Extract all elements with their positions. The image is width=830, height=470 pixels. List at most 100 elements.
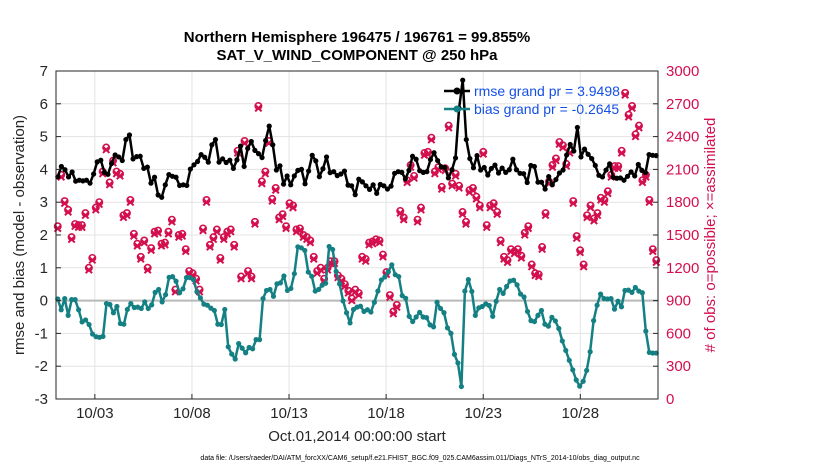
rmse-point: [148, 180, 154, 186]
rmse-point: [366, 186, 373, 193]
obs-assimilated-point: [603, 189, 612, 198]
obs-assimilated-point: [379, 252, 387, 261]
rmse-point: [571, 148, 577, 154]
rmse-point: [642, 170, 649, 176]
obs-assimilated-point: [517, 254, 526, 262]
bias-point: [639, 290, 645, 296]
bias-point: [521, 294, 527, 300]
rmse-point: [435, 157, 441, 164]
obs-assimilated-point: [624, 113, 633, 121]
bias-point: [385, 269, 391, 275]
rmse-point: [184, 182, 190, 189]
rmse-point: [266, 123, 272, 129]
rmse-point: [116, 154, 122, 160]
y-tick-label: -2: [35, 358, 48, 375]
obs-assimilated-point: [268, 197, 277, 206]
rmse-point: [248, 138, 254, 145]
bias-point: [406, 313, 412, 319]
rmse-point: [237, 143, 244, 149]
rmse-point: [144, 164, 150, 170]
obs-assimilated-point: [410, 174, 418, 183]
bias-point: [486, 302, 492, 309]
obs-assimilated-point: [558, 143, 567, 152]
obs-assimilated-point: [468, 186, 477, 195]
obs-assimilated-point: [81, 211, 90, 220]
rmse-point: [83, 177, 90, 183]
obs-assimilated-point: [534, 272, 543, 281]
rmse-point: [467, 155, 473, 162]
obs-assimilated-point: [361, 257, 370, 266]
obs-assimilated-point: [251, 220, 259, 228]
obs-assimilated-point: [354, 291, 363, 300]
bias-point: [270, 293, 277, 299]
rmse-point: [291, 173, 297, 179]
bias-point: [142, 299, 148, 305]
obs-assimilated-point: [247, 274, 256, 283]
bias-point: [239, 345, 245, 351]
rmse-point: [374, 190, 380, 196]
bias-point: [580, 378, 586, 384]
obs-assimilated-point: [496, 238, 505, 247]
bias-point: [559, 338, 565, 344]
obs-assimilated-point: [455, 184, 463, 192]
right-y-axis: 0 300 600 900 1200 1500 1800 2100 2400 2700 3000: [653, 63, 699, 408]
bias-point: [597, 291, 604, 297]
obs-assimilated-point: [316, 266, 325, 274]
rmse-point: [388, 183, 394, 189]
rmse-point: [245, 145, 251, 152]
bias-point: [570, 367, 576, 373]
obs-assimilated-point: [133, 242, 142, 250]
rmse-point: [230, 165, 236, 172]
obs-assimilated-point: [583, 213, 591, 222]
rmse-point: [306, 168, 312, 174]
rmse-point: [513, 167, 520, 173]
obs-assimilated-point: [437, 185, 446, 193]
bias-point: [441, 310, 447, 316]
y-axis-right-label: # of obs: o=possible; ×=assimilated: [702, 118, 719, 353]
rmse-point: [449, 167, 455, 173]
obs-assimilated-point: [95, 200, 104, 209]
rmse-point: [585, 151, 591, 157]
bias-point: [587, 349, 593, 355]
rmse-point: [499, 165, 505, 171]
bias-point: [82, 317, 89, 323]
rmse-point: [191, 162, 197, 168]
obs-assimilated-point: [552, 156, 560, 165]
bias-point: [218, 321, 224, 328]
obs-assimilated-point: [102, 145, 111, 154]
obs-assimilated-point: [503, 258, 512, 267]
obs-assimilated-point: [116, 172, 124, 180]
bias-point: [629, 289, 635, 295]
rmse-point: [370, 182, 376, 188]
obs-assimilated-point: [396, 209, 405, 218]
obs-assimilated-point: [579, 262, 588, 271]
chart-subtitle: SAT_V_WIND_COMPONENT @ 250 hPa: [216, 47, 498, 64]
y-tick-label: 5: [40, 129, 48, 146]
bias-point: [267, 286, 273, 293]
rmse-point: [478, 167, 484, 173]
bias-point: [566, 357, 572, 363]
rmse-point: [126, 132, 133, 138]
bias-point: [584, 367, 590, 374]
rmse-point: [194, 158, 201, 165]
obs-assimilated-point: [237, 274, 246, 283]
bias-point: [291, 271, 297, 277]
legend-bias-label: bias grand pr = -0.2645: [474, 101, 619, 117]
rmse-point: [263, 137, 269, 144]
obs-assimilated-point: [105, 180, 114, 189]
obs-assimilated-point: [154, 228, 162, 237]
x-tick-label: 10/23: [464, 405, 502, 422]
y2-tick-label: 3000: [666, 63, 699, 80]
obs-assimilated-point: [219, 235, 228, 244]
obs-assimilated-point: [489, 201, 498, 210]
rmse-point: [65, 174, 72, 180]
obs-assimilated-point: [164, 229, 173, 238]
bias-point: [378, 277, 384, 283]
obs-assimilated-point: [212, 227, 221, 236]
bias-point: [469, 288, 475, 295]
obs-assimilated-point: [472, 195, 481, 203]
obs-assimilated-point: [143, 266, 152, 274]
bias-point: [110, 310, 117, 316]
rmse-point: [628, 169, 634, 175]
rmse-point: [553, 176, 559, 183]
